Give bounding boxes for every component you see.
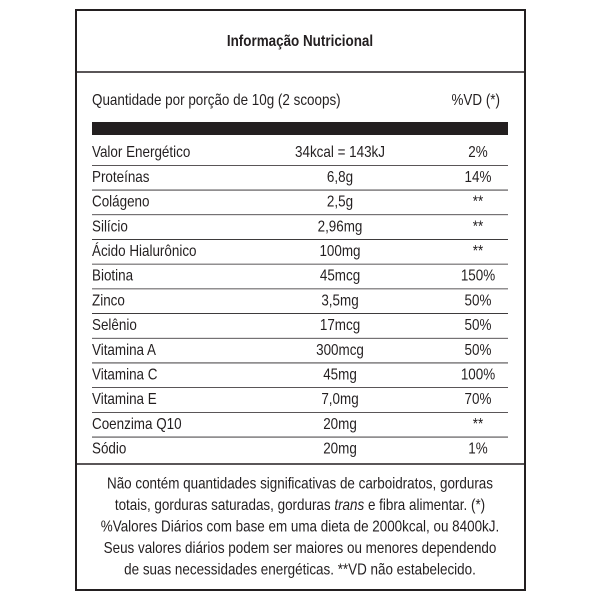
- nutrient-name: Vitamina A: [92, 342, 156, 359]
- thick-bar: [92, 122, 508, 135]
- nutrient-amount: 300mcg: [316, 342, 364, 359]
- footnote-text: e fibra alimentar. (*): [364, 497, 485, 514]
- nutrient-name: Biotina: [92, 268, 134, 285]
- nutrient-name: Proteínas: [92, 169, 149, 186]
- nutrient-dv: 14%: [465, 169, 492, 186]
- nutrient-amount: 7,0mg: [321, 391, 358, 408]
- border: [75, 9, 526, 591]
- footnote-text: trans: [334, 497, 364, 514]
- footnote-text: totais, gorduras saturadas, gorduras: [115, 497, 335, 514]
- nutrient-amount: 17mcg: [320, 317, 360, 334]
- nutrient-amount: 45mg: [323, 367, 357, 384]
- dv-header: %VD (*): [451, 92, 500, 109]
- nutrient-dv: **: [473, 243, 484, 260]
- nutrient-dv: **: [473, 218, 484, 235]
- nutrient-amount: 20mg: [323, 441, 357, 458]
- footnote-text: %Valores Diários com base em uma dieta d…: [101, 518, 499, 535]
- footnote: %Valores Diários com base em uma dieta d…: [101, 518, 499, 535]
- footnote: de suas necessidades energéticas. **VD n…: [124, 561, 476, 578]
- nutrient-name: Valor Energético: [92, 144, 190, 161]
- nutrient-name: Ácido Hialurônico: [92, 242, 197, 260]
- nutrient-dv: 2%: [468, 144, 487, 161]
- nutrient-dv: 70%: [465, 391, 492, 408]
- nutrient-amount: 45mcg: [320, 268, 360, 285]
- footnote-text: Seus valores diários podem ser maiores o…: [104, 540, 497, 557]
- nutrient-dv: 150%: [461, 268, 495, 285]
- footnote: totais, gorduras saturadas, gorduras tra…: [115, 497, 485, 514]
- nutrient-amount: 2,96mg: [318, 218, 363, 235]
- nutrient-name: Selênio: [92, 317, 137, 334]
- footnote-text: Não contém quantidades significativas de…: [107, 475, 493, 492]
- nutrient-amount: 6,8g: [327, 169, 353, 186]
- nutrient-dv: 50%: [465, 342, 492, 359]
- footnote: Seus valores diários podem ser maiores o…: [104, 540, 497, 557]
- footnote-text: de suas necessidades energéticas. **VD n…: [124, 561, 476, 578]
- nutrient-dv: **: [473, 416, 484, 433]
- title: Informação Nutricional: [227, 33, 373, 50]
- nutrient-name: Silício: [92, 218, 128, 235]
- nutrient-amount: 3,5mg: [321, 292, 358, 309]
- nutrient-amount: 34kcal = 143kJ: [295, 144, 385, 161]
- nutrient-name: Zinco: [92, 292, 125, 309]
- nutrient-amount: 2,5g: [327, 194, 353, 211]
- nutrient-amount: 100mg: [319, 243, 360, 260]
- nutrient-dv: 50%: [465, 292, 492, 309]
- footnote: Não contém quantidades significativas de…: [107, 475, 493, 492]
- nutrient-name: Coenzima Q10: [92, 416, 182, 433]
- nutrient-name: Vitamina E: [92, 391, 157, 408]
- nutrient-dv: 1%: [468, 441, 487, 458]
- nutrient-dv: **: [473, 194, 484, 211]
- nutrient-dv: 50%: [465, 317, 492, 334]
- nutrient-name: Vitamina C: [92, 367, 158, 384]
- serving-size: Quantidade por porção de 10g (2 scoops): [92, 92, 341, 109]
- nutrient-name: Colágeno: [92, 194, 150, 211]
- nutrient-dv: 100%: [461, 367, 495, 384]
- nutrient-amount: 20mg: [323, 416, 357, 433]
- nutrient-name: Sódio: [92, 441, 126, 458]
